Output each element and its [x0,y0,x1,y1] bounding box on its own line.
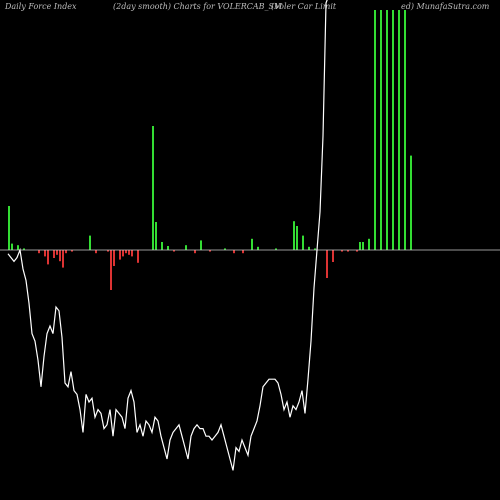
bar-negative [137,250,139,263]
bar-positive [368,238,370,250]
bar-negative [47,250,49,265]
bar-negative [194,250,196,254]
bar-positive [302,235,304,250]
bar-negative [53,250,55,258]
bar-positive [374,10,376,250]
bar-negative [110,250,112,290]
bar-positive [380,10,382,250]
bar-negative [62,250,64,268]
bar-positive [8,206,10,250]
bar-positive [185,245,187,250]
force-index-line [7,0,328,471]
bar-positive [11,243,13,250]
bar-negative [341,250,343,252]
bar-positive [362,242,364,250]
bar-positive [23,248,25,250]
bar-positive [161,242,163,250]
bar-negative [122,250,124,257]
bar-negative [347,250,349,252]
bar-positive [257,246,259,250]
bar-negative [71,250,73,252]
bar-positive [17,245,19,250]
bar-negative [38,250,40,254]
bar-negative [173,250,175,252]
bar-negative [131,250,133,257]
bar-negative [125,250,127,254]
header-left: Daily Force Index [4,2,77,11]
bar-positive [404,10,406,250]
bar-positive [167,246,169,250]
bar-negative [65,250,67,254]
header-right-a: (Voler Car Limit [271,2,337,11]
bar-positive [275,248,277,250]
bar-negative [128,250,130,255]
bar-positive [224,248,226,250]
bar-negative [107,250,109,252]
bar-series [8,10,412,290]
bar-positive [152,126,154,250]
bar-negative [59,250,61,262]
bar-positive [200,240,202,250]
bar-negative [113,250,115,266]
bar-positive [392,10,394,250]
header-center: (2day smooth) Charts for VOLERCAB_SM [113,2,283,11]
bar-positive [293,221,295,250]
bar-negative [332,250,334,262]
header-right-b: ed) MunafaSutra.com [401,2,490,11]
bar-negative [95,250,97,254]
bar-negative [326,250,328,278]
bar-negative [44,250,46,257]
bar-positive [155,222,157,250]
bar-positive [89,235,91,250]
bar-negative [356,250,358,252]
bar-positive [308,246,310,250]
bar-negative [56,250,58,255]
bar-positive [386,10,388,250]
bar-positive [359,242,361,250]
bar-positive [410,155,412,250]
bar-negative [233,250,235,254]
bar-positive [251,238,253,250]
bar-positive [398,10,400,250]
bar-negative [209,250,211,252]
bar-positive [296,226,298,250]
bar-negative [119,250,121,260]
bar-negative [242,250,244,254]
bar-positive [314,248,316,250]
